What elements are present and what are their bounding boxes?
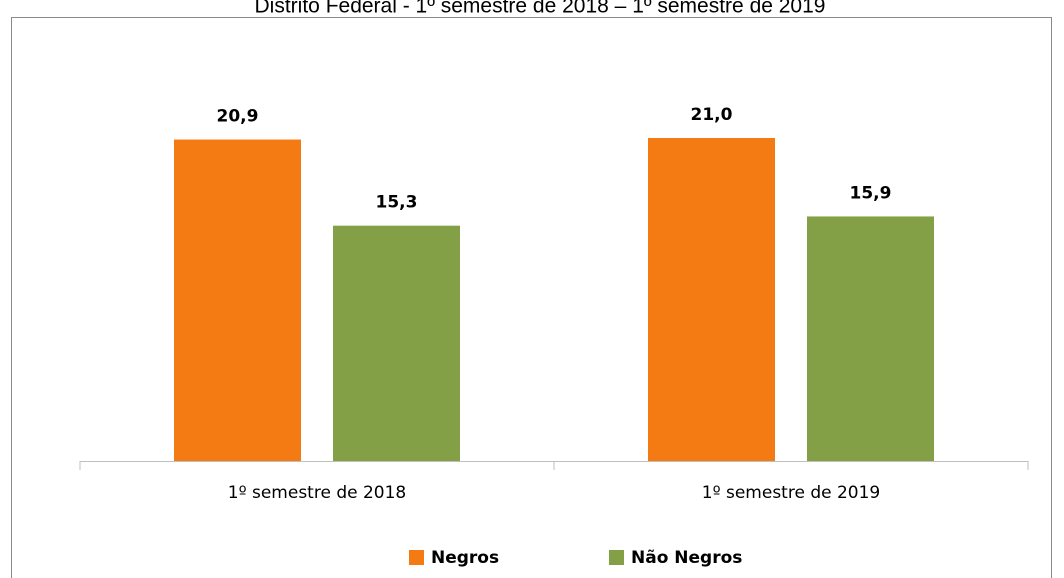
chart-title: Distrito Federal - 1º semestre de 2018 –… — [255, 0, 826, 18]
data-label: 15,9 — [850, 183, 892, 203]
legend-label: Negros — [431, 548, 499, 568]
bar — [333, 225, 460, 461]
bar — [807, 216, 934, 461]
bar — [648, 138, 775, 461]
bar — [174, 139, 301, 462]
legend-swatch — [409, 550, 424, 565]
data-label: 21,0 — [691, 105, 733, 125]
data-label: 15,3 — [376, 193, 418, 213]
legend-swatch — [609, 550, 624, 565]
legend-label: Não Negros — [631, 548, 742, 568]
x-tick-label: 1º semestre de 2018 — [228, 483, 406, 503]
x-tick-label: 1º semestre de 2019 — [702, 483, 880, 503]
data-label: 20,9 — [217, 107, 259, 127]
